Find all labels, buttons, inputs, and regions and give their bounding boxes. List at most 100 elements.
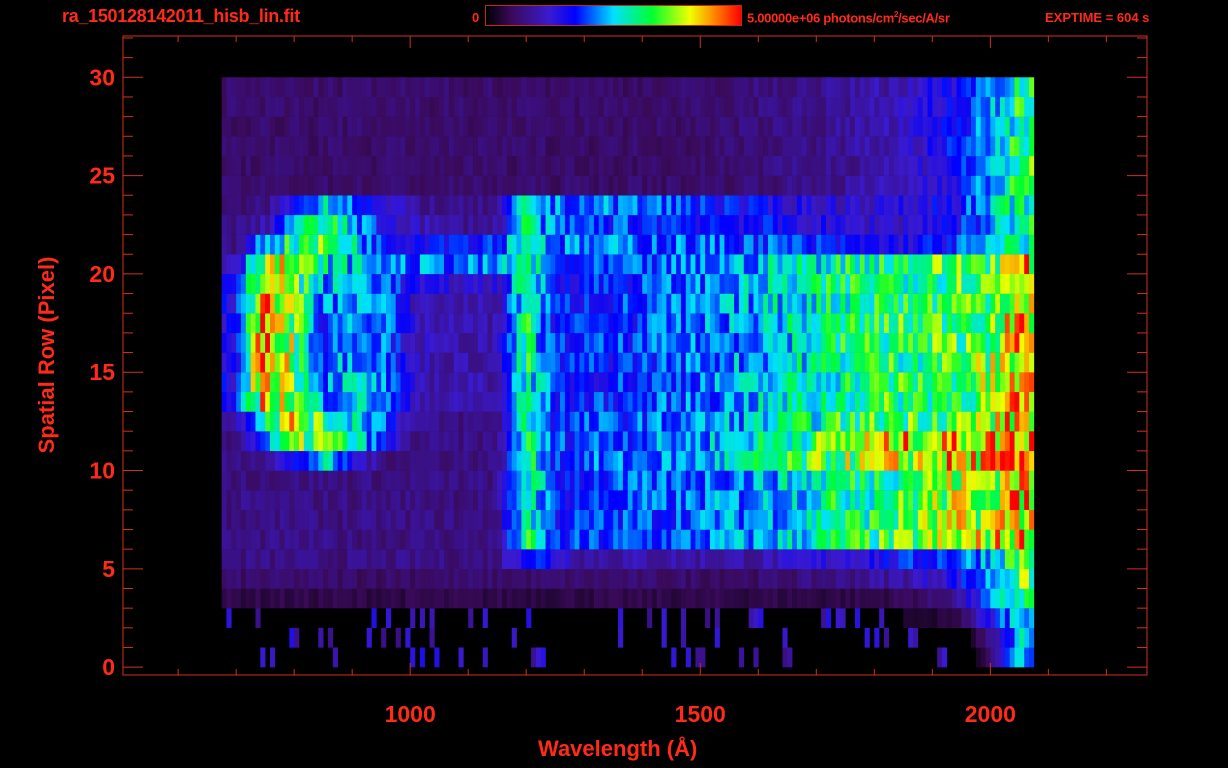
heatmap-cell bbox=[975, 175, 981, 196]
heatmap-cell bbox=[830, 549, 836, 570]
heatmap-cell bbox=[971, 431, 977, 452]
heatmap-cell bbox=[859, 568, 865, 589]
heatmap-cell bbox=[332, 77, 338, 98]
heatmap-cell bbox=[903, 293, 909, 314]
heatmap-cell bbox=[676, 529, 682, 550]
heatmap-cell bbox=[589, 254, 595, 275]
heatmap-cell bbox=[424, 273, 430, 294]
heatmap-cell bbox=[395, 116, 401, 137]
heatmap-cell bbox=[502, 195, 508, 216]
heatmap-cell bbox=[361, 470, 367, 491]
heatmap-cell bbox=[980, 293, 986, 314]
heatmap-cell bbox=[434, 568, 440, 589]
heatmap-cell bbox=[434, 431, 440, 452]
heatmap-cell bbox=[1009, 647, 1015, 668]
heatmap-cell bbox=[303, 568, 309, 589]
heatmap-cell bbox=[622, 195, 629, 216]
heatmap-cell bbox=[526, 470, 532, 491]
heatmap-cell bbox=[845, 273, 851, 294]
heatmap-cell bbox=[337, 332, 343, 353]
heatmap-cell bbox=[801, 77, 807, 98]
heatmap-cell bbox=[695, 490, 701, 511]
heatmap-cell bbox=[448, 568, 454, 589]
heatmap-cell bbox=[961, 136, 967, 157]
heatmap-cell bbox=[898, 96, 904, 117]
heatmap-cell bbox=[545, 234, 551, 255]
heatmap-cell bbox=[390, 195, 396, 216]
heatmap-cell bbox=[772, 313, 778, 334]
heatmap-cell bbox=[666, 411, 672, 432]
heatmap-cell bbox=[352, 214, 358, 235]
heatmap-cell bbox=[453, 195, 459, 216]
heatmap-cell bbox=[603, 529, 609, 550]
heatmap-cell bbox=[269, 372, 276, 393]
heatmap-cell bbox=[782, 470, 788, 491]
heatmap-cell bbox=[671, 470, 677, 491]
heatmap-cell bbox=[511, 588, 517, 609]
heatmap-cell bbox=[913, 627, 919, 648]
heatmap-cell bbox=[366, 293, 372, 314]
heatmap-cell bbox=[734, 254, 740, 275]
heatmap-cell bbox=[323, 273, 329, 294]
heatmap-cell bbox=[555, 568, 561, 589]
heatmap-cell bbox=[927, 450, 933, 471]
heatmap-cell bbox=[545, 450, 551, 471]
heatmap-cell bbox=[854, 391, 861, 412]
heatmap-cell bbox=[337, 372, 343, 393]
heatmap-cell bbox=[980, 509, 986, 530]
heatmap-cell bbox=[555, 175, 561, 196]
heatmap-cell bbox=[439, 568, 445, 589]
heatmap-cell bbox=[966, 136, 972, 157]
heatmap-cell bbox=[1004, 214, 1010, 235]
heatmap-cell bbox=[289, 588, 295, 609]
heatmap-cell bbox=[695, 509, 701, 530]
heatmap-cell bbox=[656, 391, 662, 412]
heatmap-cell bbox=[458, 96, 464, 117]
heatmap-cell bbox=[990, 529, 996, 550]
heatmap-cell bbox=[332, 96, 338, 117]
heatmap-cell bbox=[666, 568, 672, 589]
heatmap-cell bbox=[574, 529, 580, 550]
heatmap-cell bbox=[448, 352, 454, 373]
heatmap-cell bbox=[598, 136, 604, 157]
heatmap-cell bbox=[603, 450, 609, 471]
heatmap-cell bbox=[608, 470, 614, 491]
heatmap-cell bbox=[724, 411, 730, 432]
heatmap-cell bbox=[980, 470, 986, 491]
heatmap-cell bbox=[937, 568, 943, 589]
heatmap-cell bbox=[801, 254, 807, 275]
heatmap-cell bbox=[294, 254, 300, 275]
heatmap-cell bbox=[516, 175, 522, 196]
heatmap-cell bbox=[250, 273, 256, 294]
heatmap-cell bbox=[845, 549, 851, 570]
heatmap-cell bbox=[318, 588, 324, 609]
heatmap-cell bbox=[1009, 470, 1015, 491]
heatmap-cell bbox=[598, 372, 604, 393]
heatmap-cell bbox=[671, 588, 677, 609]
heatmap-cell bbox=[323, 293, 329, 314]
heatmap-cell bbox=[913, 450, 919, 471]
heatmap-cell bbox=[927, 332, 933, 353]
heatmap-cell bbox=[381, 77, 387, 98]
heatmap-cell bbox=[506, 77, 513, 98]
heatmap-cell bbox=[405, 234, 411, 255]
heatmap-cell bbox=[453, 509, 459, 530]
heatmap-cell bbox=[705, 411, 711, 432]
heatmap-cell bbox=[226, 96, 232, 117]
heatmap-cell bbox=[647, 450, 653, 471]
heatmap-cell bbox=[971, 136, 977, 157]
heatmap-cell bbox=[811, 96, 817, 117]
heatmap-cell bbox=[782, 195, 788, 216]
heatmap-cell bbox=[830, 332, 836, 353]
heatmap-cell bbox=[700, 175, 706, 196]
heatmap-cell bbox=[946, 116, 952, 137]
heatmap-cell bbox=[738, 411, 745, 432]
heatmap-cell bbox=[1019, 273, 1025, 294]
heatmap-cell bbox=[260, 313, 266, 334]
heatmap-cell bbox=[352, 96, 358, 117]
heatmap-cell bbox=[618, 96, 624, 117]
heatmap-cell bbox=[787, 136, 793, 157]
heatmap-cell bbox=[531, 273, 537, 294]
heatmap-cell bbox=[893, 175, 899, 196]
heatmap-cell bbox=[453, 568, 459, 589]
